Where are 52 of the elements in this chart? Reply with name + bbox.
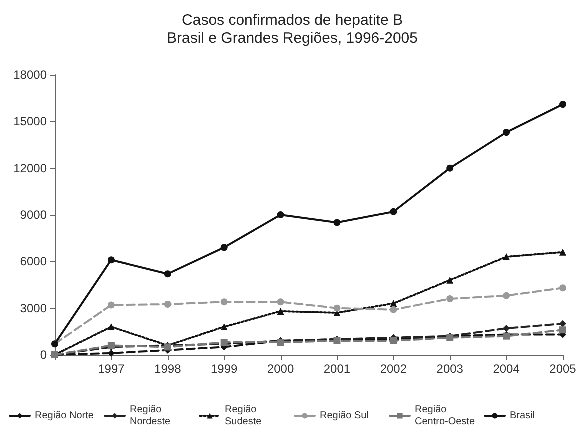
chart-title: Casos confirmados de hepatite B bbox=[182, 12, 403, 29]
point bbox=[220, 324, 228, 330]
legend-label: Região Sul bbox=[320, 410, 369, 422]
x-tick-label: 2005 bbox=[550, 362, 577, 376]
x-tick-label: 2004 bbox=[493, 362, 520, 376]
point bbox=[108, 350, 115, 357]
point bbox=[108, 324, 115, 330]
x-tick-label: 2000 bbox=[267, 362, 294, 376]
point bbox=[164, 300, 172, 308]
y-tick-label: 12000 bbox=[14, 161, 48, 176]
point bbox=[108, 302, 115, 309]
legend-label: Região Sudeste bbox=[225, 404, 262, 428]
point bbox=[446, 276, 454, 284]
point bbox=[220, 298, 228, 306]
x-tick-label: 1999 bbox=[210, 362, 238, 376]
point bbox=[503, 129, 510, 136]
point bbox=[334, 304, 341, 312]
point bbox=[560, 320, 566, 328]
x-tick-label: 2002 bbox=[380, 362, 408, 376]
point bbox=[334, 219, 341, 226]
point bbox=[108, 256, 115, 264]
y-tick-label: 3000 bbox=[20, 301, 48, 316]
point bbox=[560, 326, 566, 334]
point bbox=[164, 270, 172, 278]
y-tick-label: 9000 bbox=[20, 208, 48, 222]
point bbox=[277, 308, 284, 315]
x-tick-label: 1998 bbox=[154, 362, 182, 376]
point bbox=[277, 298, 284, 306]
y-tick-label: 0 bbox=[40, 348, 48, 362]
legend-label: Região Nordeste bbox=[130, 404, 172, 428]
point bbox=[220, 244, 228, 252]
y-tick-label: 15000 bbox=[14, 114, 48, 129]
point bbox=[503, 325, 510, 332]
point bbox=[560, 284, 566, 292]
point bbox=[560, 101, 566, 108]
point bbox=[446, 164, 454, 172]
point bbox=[560, 248, 566, 256]
x-tick-label: 1997 bbox=[98, 362, 126, 376]
point bbox=[503, 292, 510, 300]
point bbox=[390, 306, 398, 314]
point bbox=[390, 208, 398, 216]
y-tick-label: 18000 bbox=[14, 68, 48, 82]
point bbox=[503, 254, 510, 260]
x-tick-label: 2003 bbox=[436, 362, 464, 376]
point bbox=[446, 296, 454, 302]
point bbox=[277, 212, 284, 218]
chart-subtitle: Brasil e Grandes Regiões, 1996-2005 bbox=[167, 30, 418, 47]
legend-label: Brasil bbox=[510, 410, 536, 422]
legend-label: Região Centro-Oeste bbox=[415, 404, 476, 428]
legend-label: Região Norte bbox=[35, 410, 94, 422]
y-tick-label: 6000 bbox=[20, 254, 48, 269]
x-tick-label: 2001 bbox=[324, 362, 351, 376]
